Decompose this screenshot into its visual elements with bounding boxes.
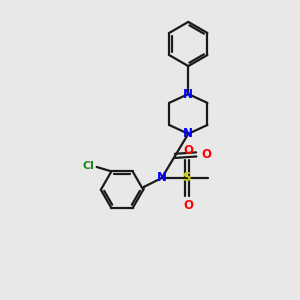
Text: S: S bbox=[183, 172, 191, 184]
Text: N: N bbox=[157, 172, 167, 184]
Text: N: N bbox=[183, 88, 193, 100]
Text: O: O bbox=[183, 144, 193, 157]
Text: O: O bbox=[183, 199, 193, 212]
Text: Cl: Cl bbox=[82, 160, 94, 170]
Text: N: N bbox=[183, 127, 193, 140]
Text: O: O bbox=[202, 148, 212, 161]
